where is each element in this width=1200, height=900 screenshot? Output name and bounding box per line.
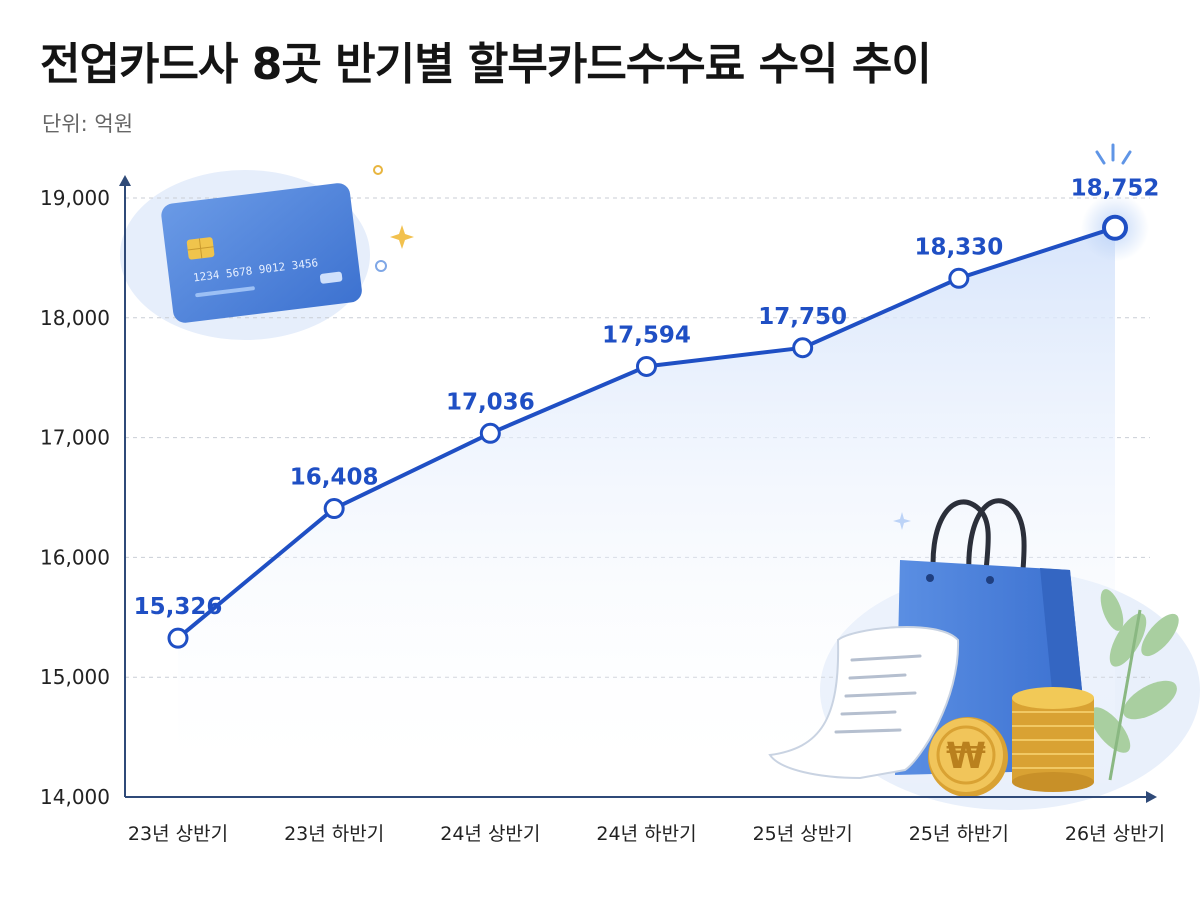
data-point [479,422,501,444]
y-tick-label: 14,000 [40,785,110,809]
data-label: 17,750 [758,304,847,330]
x-tick-label: 23년 상반기 [128,823,228,845]
data-labels: 15,326 16,408 17,036 17,594 17,750 18,330 18,7… [134,176,1160,620]
data-label: 17,594 [602,322,691,348]
leaf-icon [1089,589,1179,781]
data-point [167,627,189,649]
data-label: 18,330 [914,234,1003,260]
won-symbol: ₩ [946,736,986,777]
credit-card-icon: 1234 5678 9012 3456 [161,183,362,323]
data-label: 16,408 [290,465,379,491]
data-points [167,214,1128,649]
data-point [636,355,657,377]
coin-stack-icon [1012,687,1094,792]
won-coin-icon: ₩ [928,717,1008,797]
chart-title: 전업카드사 8곳 반기별 할부카드수수료 수익 추이 [40,39,932,90]
receipt-icon [768,625,960,780]
data-point [1102,214,1128,241]
x-tick-label: 23년 하반기 [284,823,384,845]
data-label: 18,752 [1071,176,1160,202]
x-tick-label: 24년 하반기 [596,823,696,845]
y-tick-label: 18,000 [40,306,110,330]
x-tick-label: 24년 상반기 [440,823,540,845]
y-tick-label: 15,000 [40,665,110,689]
x-axis-ticks: 23년 상반기 23년 하반기 24년 상반기 24년 하반기 25년 상반기 25년 하… [128,823,1165,845]
axes [119,175,1157,803]
y-tick-label: 17,000 [40,426,110,450]
y-axis-ticks: 14,000 15,000 16,000 17,000 18,000 19,000 [40,186,110,809]
x-tick-label: 26년 상반기 [1065,823,1165,845]
y-tick-label: 16,000 [40,545,110,569]
data-label: 15,326 [134,594,223,620]
data-point [948,267,970,289]
x-tick-label: 25년 상반기 [753,823,853,845]
unit-label: 단위: 억원 [42,112,134,136]
sparkle-dot-icon [373,165,383,175]
data-point [792,337,814,359]
data-point [323,498,345,520]
sparkle-icon [893,512,911,530]
x-tick-label: 25년 하반기 [909,823,1009,845]
data-label: 17,036 [446,389,535,415]
y-tick-label: 19,000 [40,186,110,210]
sparkle-dot-icon [375,260,387,272]
sparkle-icon [390,225,414,249]
highlight-rays-icon [1095,143,1132,165]
